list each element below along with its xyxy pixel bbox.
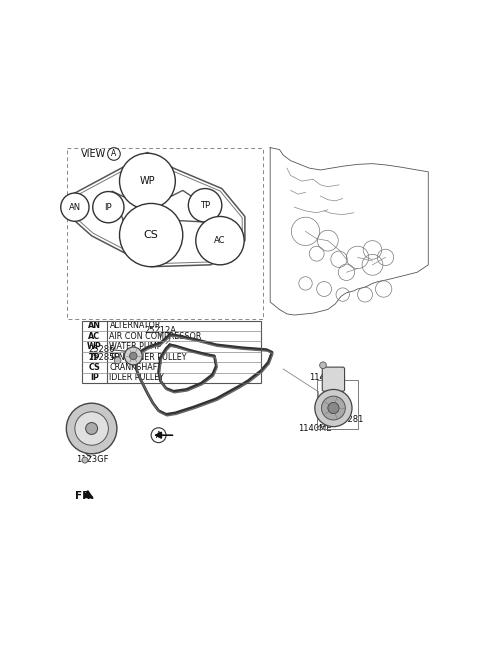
Text: 25281: 25281 xyxy=(337,415,363,424)
Circle shape xyxy=(196,216,244,265)
Text: VIEW: VIEW xyxy=(81,149,106,159)
Circle shape xyxy=(66,403,117,454)
Circle shape xyxy=(124,347,142,365)
Text: IP: IP xyxy=(90,373,99,382)
Circle shape xyxy=(61,193,89,221)
Circle shape xyxy=(93,192,124,223)
Text: IDLER PULLEY: IDLER PULLEY xyxy=(109,373,165,382)
Text: FR.: FR. xyxy=(75,491,94,501)
Text: ALTERNATOR: ALTERNATOR xyxy=(109,321,161,330)
Circle shape xyxy=(130,352,137,359)
Text: 25212A: 25212A xyxy=(144,326,177,335)
Circle shape xyxy=(82,457,88,463)
Circle shape xyxy=(120,204,183,267)
Text: WP: WP xyxy=(140,176,155,186)
Circle shape xyxy=(320,362,326,369)
Text: AN: AN xyxy=(69,202,81,212)
Text: WP: WP xyxy=(87,342,102,351)
Text: 25286: 25286 xyxy=(88,345,114,354)
Text: 1123GF: 1123GF xyxy=(76,455,108,463)
Text: CS: CS xyxy=(144,230,158,240)
Text: A: A xyxy=(111,150,117,158)
Text: 25221: 25221 xyxy=(71,415,96,424)
Text: A: A xyxy=(156,431,161,440)
Text: TP: TP xyxy=(89,353,100,361)
Text: AIR CON COMPRESSOR: AIR CON COMPRESSOR xyxy=(109,332,202,341)
Text: AC: AC xyxy=(88,332,100,341)
Circle shape xyxy=(315,390,352,426)
Bar xyxy=(317,380,358,428)
Text: 1140JF: 1140JF xyxy=(309,373,337,382)
Circle shape xyxy=(328,403,339,414)
Text: TENSIONER PULLEY: TENSIONER PULLEY xyxy=(109,353,187,361)
Bar xyxy=(83,321,261,383)
Text: 25285P: 25285P xyxy=(88,353,120,361)
Circle shape xyxy=(75,412,108,445)
Text: CS: CS xyxy=(88,363,100,372)
FancyBboxPatch shape xyxy=(322,367,345,392)
Circle shape xyxy=(85,422,97,434)
Text: AN: AN xyxy=(88,321,101,330)
Text: AC: AC xyxy=(214,236,226,245)
Text: IP: IP xyxy=(105,202,112,212)
Circle shape xyxy=(188,189,222,222)
Text: CRANKSHAFT: CRANKSHAFT xyxy=(109,363,162,372)
Circle shape xyxy=(120,153,175,209)
Text: TP: TP xyxy=(200,201,210,210)
Circle shape xyxy=(114,357,121,364)
Text: WATER PUMP: WATER PUMP xyxy=(109,342,162,351)
Text: 1140ME: 1140ME xyxy=(298,424,332,433)
Circle shape xyxy=(322,396,345,420)
